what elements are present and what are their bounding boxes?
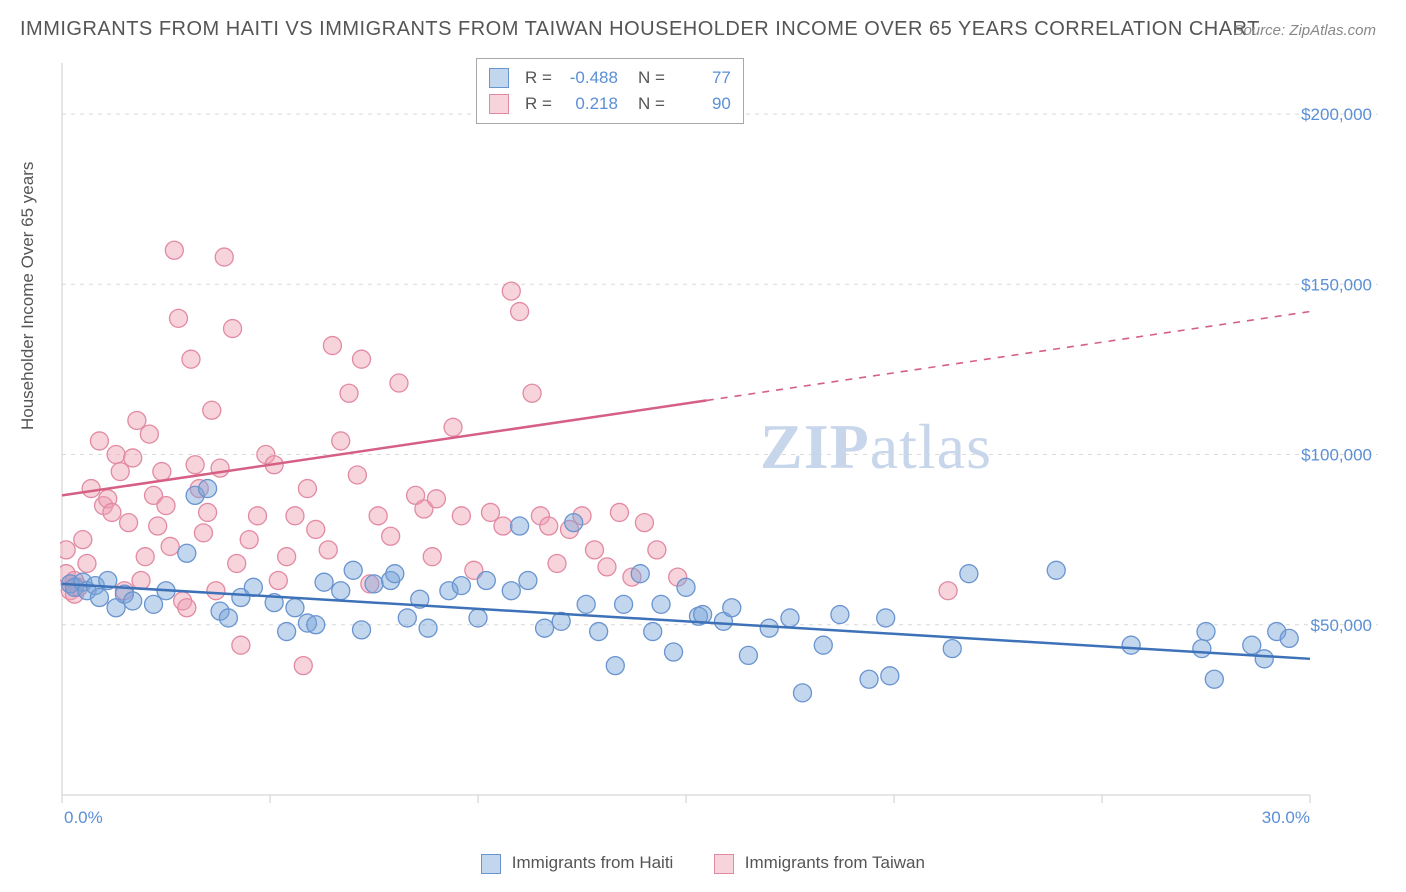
r-label: R = (525, 65, 552, 91)
swatch-taiwan (714, 854, 734, 874)
r-value-taiwan: 0.218 (562, 91, 618, 117)
chart-area: $50,000 $100,000 $150,000 $200,000 0.0% 30.0% (60, 55, 1380, 835)
svg-text:$100,000: $100,000 (1301, 446, 1372, 465)
legend-item-haiti: Immigrants from Haiti (481, 853, 673, 874)
legend-label-haiti: Immigrants from Haiti (512, 853, 674, 872)
chart-title: IMMIGRANTS FROM HAITI VS IMMIGRANTS FROM… (20, 18, 1260, 41)
svg-text:30.0%: 30.0% (1262, 808, 1310, 827)
n-value-taiwan: 90 (675, 91, 731, 117)
stats-row-haiti: R = -0.488 N = 77 (489, 65, 731, 91)
svg-text:$150,000: $150,000 (1301, 275, 1372, 294)
r-value-haiti: -0.488 (562, 65, 618, 91)
r-label: R = (525, 91, 552, 117)
svg-text:0.0%: 0.0% (64, 808, 103, 827)
legend-item-taiwan: Immigrants from Taiwan (714, 853, 925, 874)
n-value-haiti: 77 (675, 65, 731, 91)
svg-text:$50,000: $50,000 (1311, 616, 1372, 635)
stats-row-taiwan: R = 0.218 N = 90 (489, 91, 731, 117)
legend-label-taiwan: Immigrants from Taiwan (745, 853, 925, 872)
swatch-taiwan (489, 94, 509, 114)
swatch-haiti (489, 68, 509, 88)
source-attribution: Source: ZipAtlas.com (1233, 22, 1376, 39)
legend-bottom: Immigrants from Haiti Immigrants from Ta… (0, 853, 1406, 874)
svg-text:$200,000: $200,000 (1301, 105, 1372, 124)
correlation-stats-box: R = -0.488 N = 77 R = 0.218 N = 90 (476, 58, 744, 124)
scatter-plot-svg: $50,000 $100,000 $150,000 $200,000 0.0% 30.0% (60, 55, 1380, 835)
n-label: N = (638, 91, 665, 117)
n-label: N = (638, 65, 665, 91)
swatch-haiti (481, 854, 501, 874)
y-axis-label: Householder Income Over 65 years (18, 162, 38, 430)
